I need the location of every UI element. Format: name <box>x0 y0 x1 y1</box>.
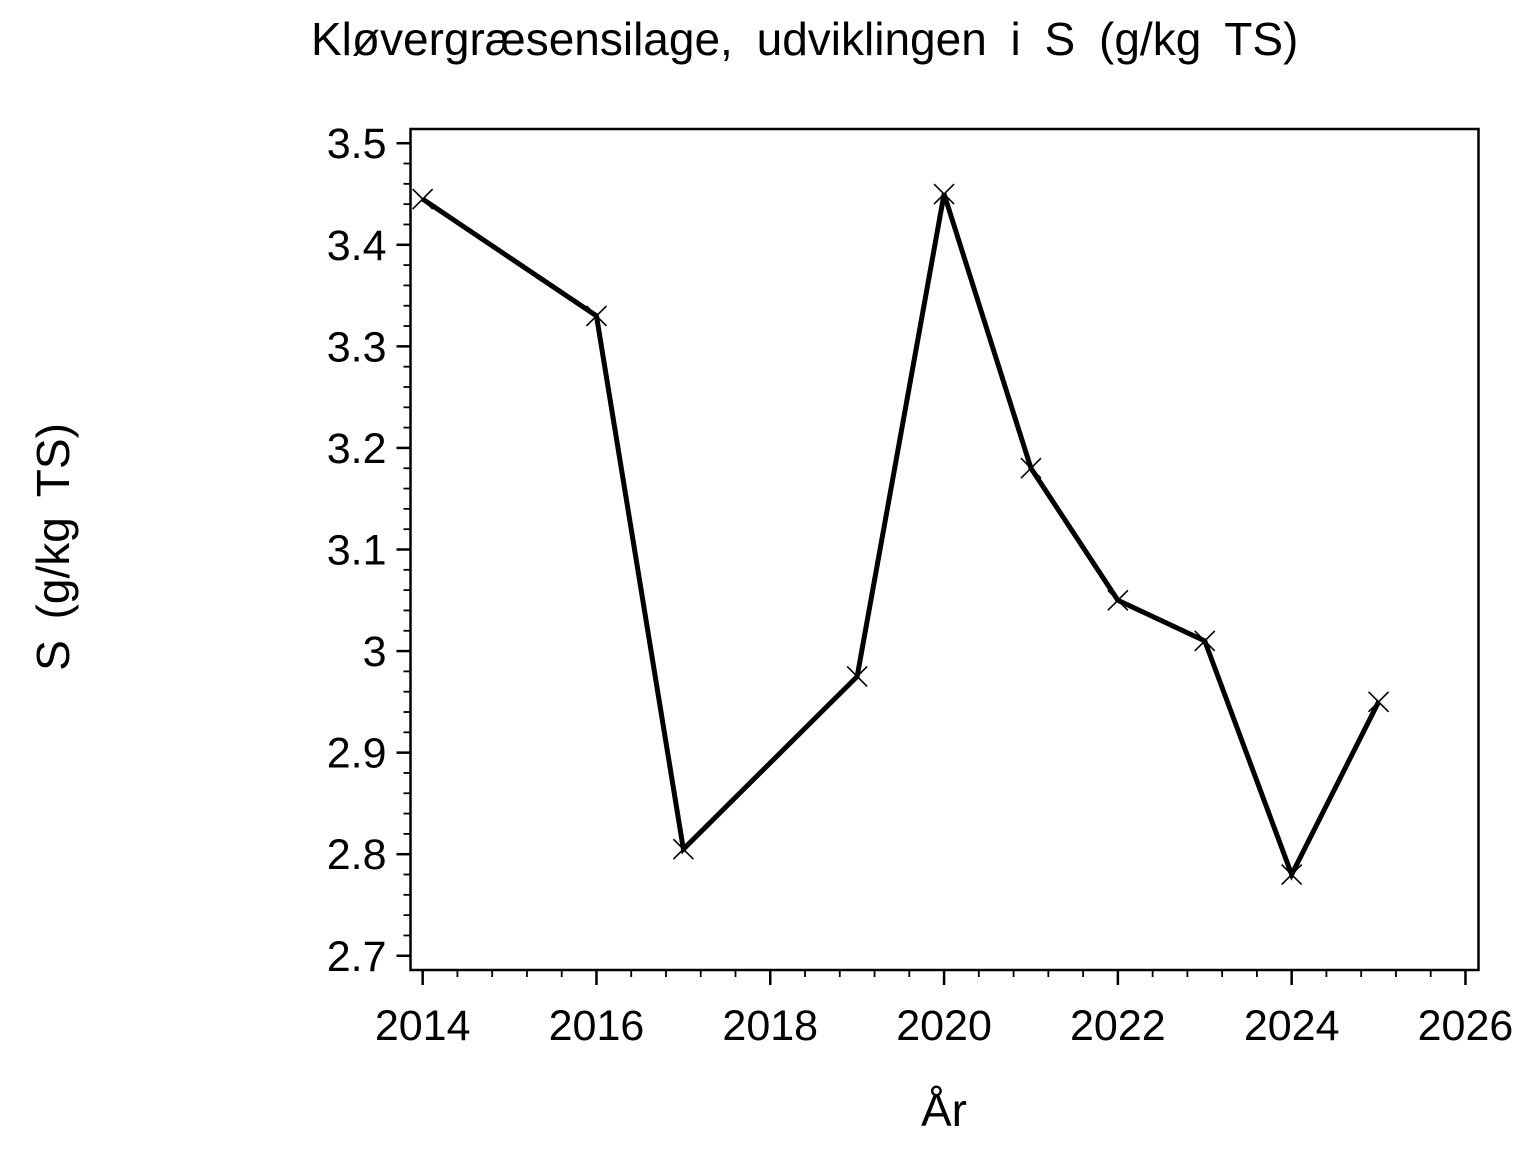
y-tick-label: 3.1 <box>327 527 387 575</box>
x-tick-label: 2026 <box>1418 1002 1514 1050</box>
data-point-marker <box>1281 863 1303 886</box>
plot-frame <box>409 127 1480 972</box>
x-tick-label: 2022 <box>1070 1002 1166 1050</box>
series-line <box>421 193 1381 881</box>
data-point-marker <box>846 665 868 688</box>
data-point-marker <box>1107 589 1129 611</box>
x-axis-title: År <box>921 1084 967 1136</box>
chart-title: Kløvergræsensilage, udviklingen i S (g/k… <box>311 13 1299 65</box>
data-point-marker <box>412 188 434 210</box>
y-tick-label: 3.5 <box>327 120 387 168</box>
x-tick-label: 2024 <box>1244 1002 1340 1050</box>
data-point-marker <box>1194 630 1216 652</box>
data-point-marker <box>585 305 608 327</box>
y-tick-label: 3 <box>363 628 387 676</box>
x-tick-label: 2018 <box>722 1002 818 1050</box>
x-tick-label: 2020 <box>896 1002 992 1050</box>
x-tick-label: 2014 <box>375 1002 471 1050</box>
data-point-marker <box>1367 691 1390 713</box>
y-tick-label: 2.7 <box>327 933 387 981</box>
x-tick-label: 2016 <box>549 1002 645 1050</box>
y-tick-label: 3.4 <box>327 222 387 270</box>
data-point-marker <box>933 183 955 205</box>
y-tick-label: 3.3 <box>327 323 387 371</box>
y-tick-label: 2.8 <box>327 831 387 879</box>
data-point-marker <box>672 838 694 860</box>
y-tick-label: 2.9 <box>327 730 387 778</box>
data-point-marker <box>1020 457 1042 479</box>
y-tick-label: 3.2 <box>327 425 387 473</box>
